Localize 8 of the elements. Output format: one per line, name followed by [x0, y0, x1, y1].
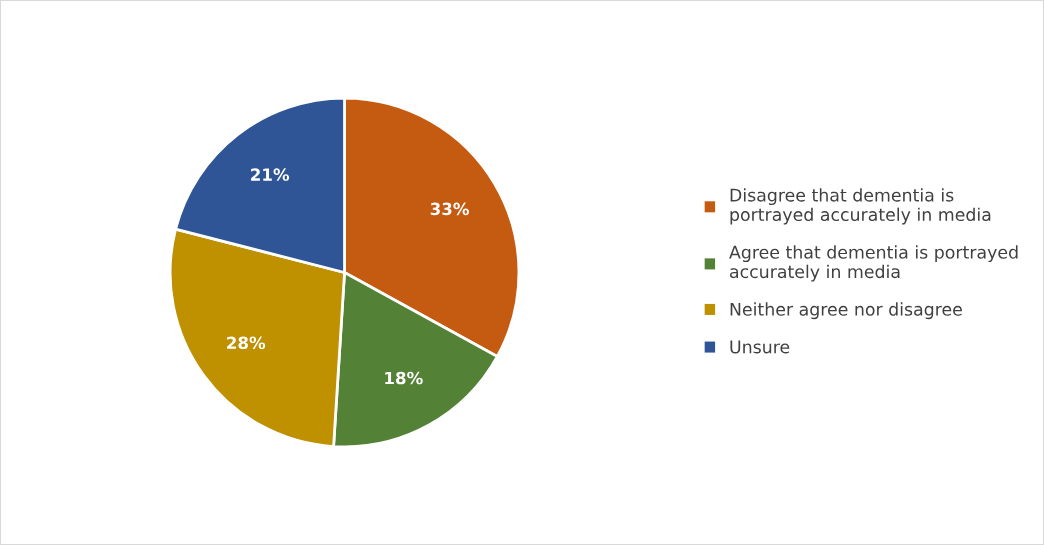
data-label: 18%	[385, 371, 423, 385]
legend-label: Agree that dementia is portrayed accurately in media	[729, 245, 1018, 282]
legend-label: Neither agree nor disagree	[730, 302, 962, 320]
legend-label: Unsure	[730, 340, 790, 354]
data-label: 21%	[251, 168, 290, 181]
data-label: 28%	[227, 336, 266, 350]
legend-label: Disagree that dementia is portrayed accurately in media	[730, 188, 991, 225]
data-label: 33%	[430, 202, 470, 216]
